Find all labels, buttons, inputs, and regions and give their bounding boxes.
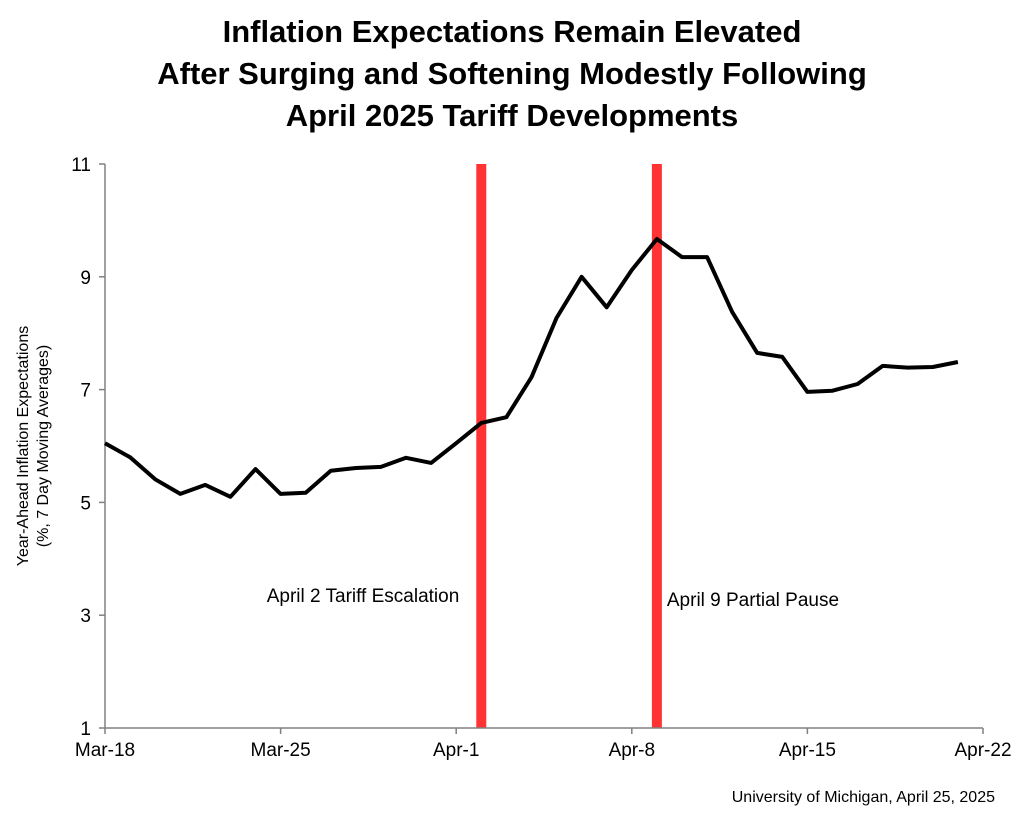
y-tick-label: 5 [80,493,91,514]
x-tick-label: Apr-15 [779,740,836,761]
source-note: University of Michigan, April 25, 2025 [732,789,995,806]
y-tick-label: 7 [80,381,91,402]
y-axis-label-line-2: (%, 7 Day Moving Averages) [35,345,52,547]
series-line [104,237,959,499]
chart-title: Inflation Expectations Remain Elevated A… [157,14,867,133]
x-tick-label: Mar-18 [75,740,135,761]
title-line-2: After Surging and Softening Modestly Fol… [157,56,867,91]
title-line-1: Inflation Expectations Remain Elevated [223,14,802,49]
x-tick-label: Apr-8 [609,740,655,761]
x-tick-label: Apr-1 [433,740,479,761]
x-tick-label: Mar-25 [251,740,311,761]
event-label: April 2 Tariff Escalation [267,586,460,607]
y-tick-label: 9 [80,268,91,289]
x-tick-label: Apr-22 [954,740,1011,761]
y-tick-label: 1 [80,719,91,740]
y-tick-label: 11 [71,155,91,176]
y-tick-label: 3 [80,606,91,627]
y-axis-label-line-1: Year-Ahead Inflation Expectations [15,326,32,566]
y-axis-label: Year-Ahead Inflation Expectations (%, 7 … [15,326,52,566]
title-line-3: April 2025 Tariff Developments [286,98,739,133]
event-label: April 9 Partial Pause [667,590,839,611]
